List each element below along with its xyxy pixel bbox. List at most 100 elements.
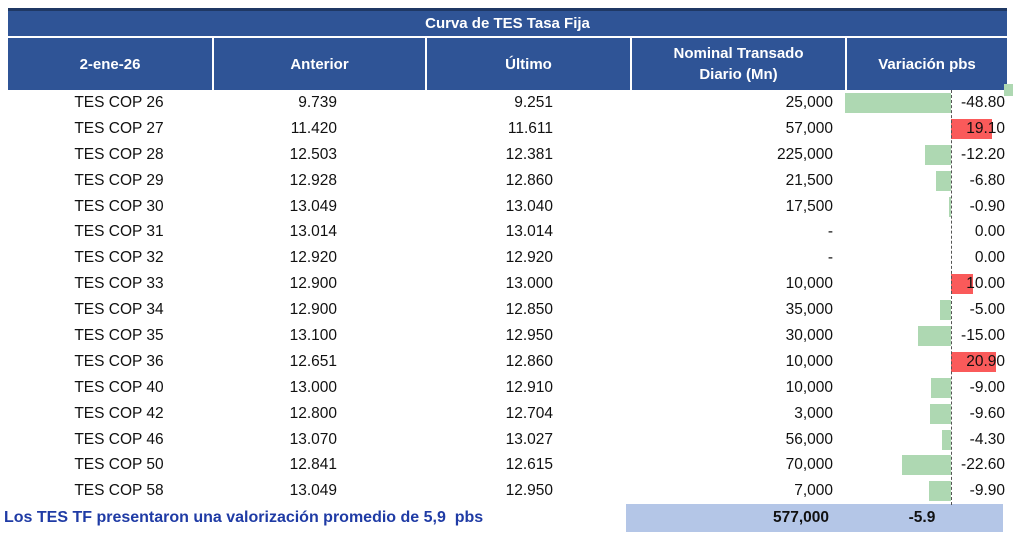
ultimo-cell: 12.920 [505, 249, 553, 267]
table-body: TES COP 26 9.739 9.251 25,000 -48.80 TES COP … [8, 90, 1007, 504]
variacion-cell: -22.60 [845, 452, 1007, 478]
variacion-cell: -6.80 [845, 168, 1007, 194]
tes-tasa-fija-table: Curva de TES Tasa Fija 2-ene-26 Anterior… [4, 8, 1007, 533]
anterior-cell: 13.049 [289, 197, 337, 215]
table-row: TES COP 29 12.928 12.860 21,500 -6.80 [8, 168, 1007, 194]
ultimo-cell: 12.860 [505, 171, 553, 189]
table-row: TES COP 58 13.049 12.950 7,000 -9.90 [8, 478, 1007, 504]
anterior-cell: 13.000 [289, 378, 337, 396]
variacion-cell: -9.60 [845, 401, 1007, 427]
variacion-value: 0.00 [974, 249, 1005, 267]
nominal-cell: 35,000 [785, 301, 833, 319]
bond-cell: TES COP 26 [74, 94, 164, 111]
bond-cell: TES COP 29 [74, 171, 164, 189]
column-header-nominal-line1: Nominal Transado [673, 45, 804, 62]
column-header-variacion: Variación pbs [845, 38, 1007, 90]
variacion-databar [951, 274, 973, 295]
column-header-nominal: Nominal Transado Diario (Mn) [630, 38, 845, 90]
variacion-cell: 19.10 [845, 116, 1007, 142]
table-row: TES COP 40 13.000 12.910 10,000 -9.00 [8, 375, 1007, 401]
variacion-databar [930, 403, 951, 424]
variacion-cell: -15.00 [845, 323, 1007, 349]
bond-cell: TES COP 58 [74, 482, 164, 500]
nominal-cell: - [827, 223, 833, 241]
table-row: TES COP 46 13.070 13.027 56,000 -4.30 [8, 427, 1007, 453]
nominal-cell: 10,000 [785, 275, 833, 293]
variacion-cell: 20.90 [845, 349, 1007, 375]
column-header-variacion-label: Variación pbs [878, 55, 976, 73]
column-header-ultimo: Último [425, 38, 630, 90]
variacion-databar [949, 196, 951, 217]
anterior-cell: 12.503 [289, 145, 337, 163]
variacion-databar [940, 300, 951, 321]
anterior-cell: 13.049 [289, 482, 337, 500]
table-row: TES COP 33 12.900 13.000 10,000 10.00 [8, 271, 1007, 297]
ultimo-cell: 12.850 [505, 301, 553, 319]
variacion-value: 10.00 [966, 275, 1005, 293]
ultimo-cell: 13.040 [505, 197, 553, 215]
variacion-databar [936, 170, 951, 191]
variacion-databar [924, 144, 951, 165]
bond-cell: TES COP 40 [74, 378, 164, 396]
variacion-cell: -9.90 [845, 478, 1007, 504]
table-row: TES COP 50 12.841 12.615 70,000 -22.60 [8, 452, 1007, 478]
anterior-cell: 12.900 [289, 301, 337, 319]
ultimo-cell: 12.910 [505, 378, 553, 396]
variacion-databar [918, 326, 951, 347]
nominal-cell: 30,000 [785, 327, 833, 345]
ultimo-cell: 13.000 [505, 275, 553, 293]
nominal-cell: 21,500 [785, 171, 833, 189]
variacion-value: -15.00 [961, 327, 1005, 345]
summary-note: Los TES TF presentaron una valorización … [4, 509, 484, 527]
table-row: TES COP 31 13.014 13.014 - 0.00 [8, 219, 1007, 245]
variacion-cell: -5.00 [845, 297, 1007, 323]
nominal-cell: 3,000 [794, 404, 833, 422]
variacion-databar [941, 429, 951, 450]
variacion-value: -9.90 [969, 482, 1005, 500]
table-row: TES COP 35 13.100 12.950 30,000 -15.00 [8, 323, 1007, 349]
variacion-databar [901, 455, 951, 476]
table-row: TES COP 36 12.651 12.860 10,000 20.90 [8, 349, 1007, 375]
variacion-value: 20.90 [966, 352, 1005, 370]
variacion-databar [951, 118, 993, 139]
anterior-cell: 12.841 [289, 456, 337, 474]
ultimo-cell: 12.704 [505, 404, 553, 422]
variacion-cell: -12.20 [845, 142, 1007, 168]
nominal-cell: 56,000 [785, 430, 833, 448]
column-header-ultimo-label: Último [505, 55, 552, 73]
ultimo-cell: 13.027 [505, 430, 553, 448]
variacion-cell: 10.00 [845, 271, 1007, 297]
bond-cell: TES COP 28 [74, 145, 164, 163]
bond-cell: TES COP 32 [74, 249, 164, 267]
bond-cell: TES COP 46 [74, 430, 164, 448]
nominal-cell: 25,000 [785, 94, 833, 111]
variacion-cell: -4.30 [845, 427, 1007, 453]
table-row: TES COP 42 12.800 12.704 3,000 -9.60 [8, 401, 1007, 427]
nominal-cell: 17,500 [785, 197, 833, 215]
table-row: TES COP 30 13.049 13.040 17,500 -0.90 [8, 194, 1007, 220]
variacion-databar [929, 481, 951, 502]
variacion-value: 19.10 [966, 119, 1005, 137]
variacion-value: 0.00 [974, 223, 1005, 241]
column-header-anterior: Anterior [212, 38, 425, 90]
ultimo-cell: 12.860 [505, 352, 553, 370]
anterior-cell: 13.100 [289, 327, 337, 345]
variacion-value: -9.60 [969, 404, 1005, 422]
anterior-cell: 9.739 [298, 94, 337, 111]
nominal-cell: 10,000 [785, 378, 833, 396]
table-row: TES COP 26 9.739 9.251 25,000 -48.80 [8, 90, 1007, 116]
nominal-cell: - [827, 249, 833, 267]
variacion-cell: -48.80 [845, 90, 1007, 116]
bond-cell: TES COP 33 [74, 275, 164, 293]
variacion-databar [845, 93, 951, 113]
anterior-cell: 11.420 [290, 119, 337, 137]
anterior-cell: 13.070 [289, 430, 337, 448]
column-header-anterior-label: Anterior [290, 55, 349, 73]
bond-cell: TES COP 50 [74, 456, 164, 474]
nominal-cell: 225,000 [776, 145, 833, 163]
table-title: Curva de TES Tasa Fija [8, 8, 1007, 36]
ultimo-cell: 11.611 [507, 119, 553, 137]
table-row: TES COP 34 12.900 12.850 35,000 -5.00 [8, 297, 1007, 323]
bond-cell: TES COP 35 [74, 327, 164, 345]
